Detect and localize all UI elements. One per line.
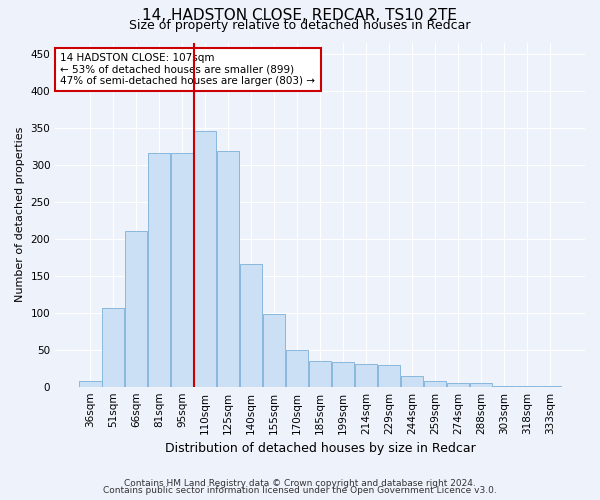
- Bar: [378, 365, 400, 386]
- Text: 14, HADSTON CLOSE, REDCAR, TS10 2TE: 14, HADSTON CLOSE, REDCAR, TS10 2TE: [143, 8, 458, 22]
- Bar: [286, 350, 308, 387]
- Bar: [217, 152, 239, 386]
- Bar: [309, 361, 331, 386]
- Y-axis label: Number of detached properties: Number of detached properties: [15, 127, 25, 302]
- Bar: [79, 382, 101, 386]
- Text: Contains public sector information licensed under the Open Government Licence v3: Contains public sector information licen…: [103, 486, 497, 495]
- Bar: [355, 364, 377, 386]
- Bar: [470, 383, 492, 386]
- Bar: [263, 314, 285, 386]
- Bar: [332, 362, 354, 386]
- X-axis label: Distribution of detached houses by size in Redcar: Distribution of detached houses by size …: [165, 442, 475, 455]
- Bar: [424, 381, 446, 386]
- Text: Contains HM Land Registry data © Crown copyright and database right 2024.: Contains HM Land Registry data © Crown c…: [124, 478, 476, 488]
- Bar: [194, 132, 217, 386]
- Bar: [240, 264, 262, 386]
- Bar: [148, 153, 170, 386]
- Bar: [102, 308, 124, 386]
- Text: 14 HADSTON CLOSE: 107sqm
← 53% of detached houses are smaller (899)
47% of semi-: 14 HADSTON CLOSE: 107sqm ← 53% of detach…: [61, 53, 316, 86]
- Bar: [401, 376, 423, 386]
- Bar: [447, 383, 469, 386]
- Text: Size of property relative to detached houses in Redcar: Size of property relative to detached ho…: [129, 18, 471, 32]
- Bar: [171, 153, 193, 386]
- Bar: [125, 231, 148, 386]
